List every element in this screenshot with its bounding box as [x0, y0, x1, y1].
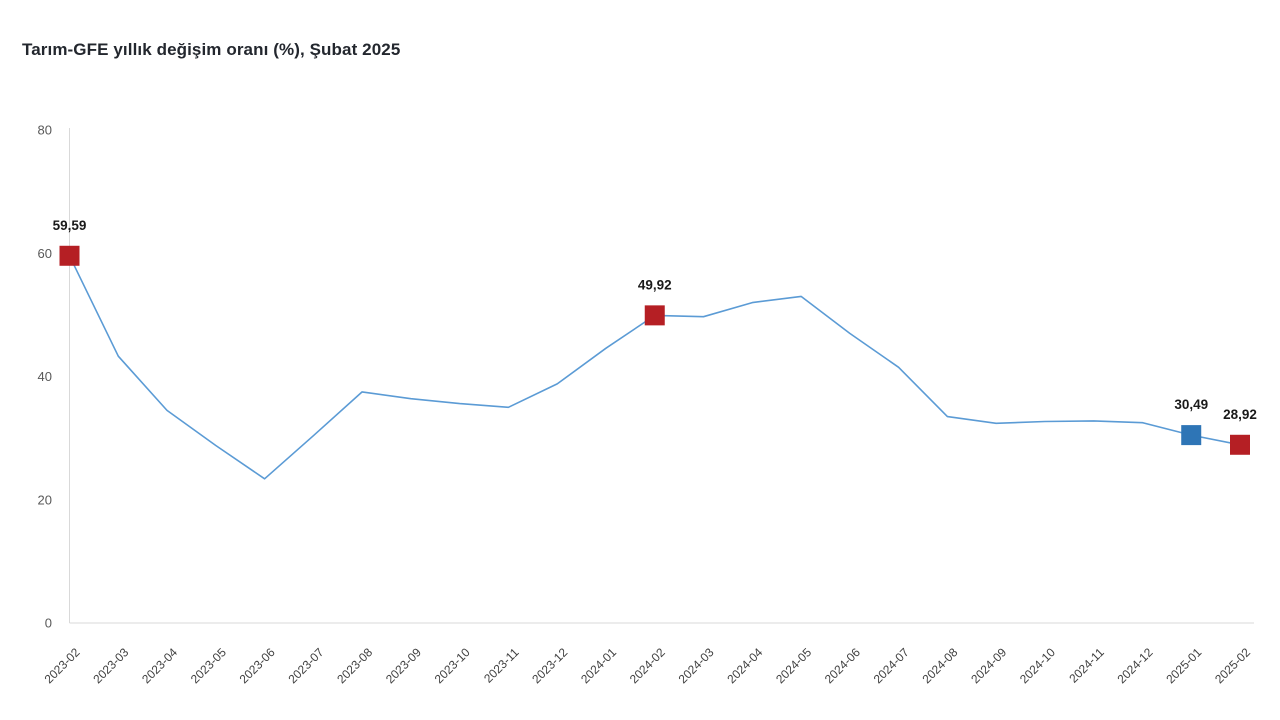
y-tick-label-60: 60 [38, 246, 52, 261]
x-tick-label-2024-02: 2024-02 [627, 645, 668, 686]
x-tick-label-2023-04: 2023-04 [139, 645, 180, 686]
x-tick-label-2023-02: 2023-02 [42, 645, 83, 686]
x-tick-label-2024-05: 2024-05 [773, 645, 814, 686]
x-tick-label-2024-01: 2024-01 [578, 645, 619, 686]
x-tick-label-2023-09: 2023-09 [383, 645, 424, 686]
x-tick-label-2024-06: 2024-06 [822, 645, 863, 686]
marker-2024-02 [644, 305, 665, 326]
marker-2025-01 [1181, 425, 1202, 446]
chart-title: Tarım-GFE yıllık değişim oranı (%), Şuba… [22, 40, 401, 59]
x-tick-label-2024-10: 2024-10 [1017, 645, 1058, 686]
x-tick-label-2024-04: 2024-04 [724, 645, 765, 686]
data-label-2023-02: 59,59 [53, 218, 87, 233]
x-tick-label-2025-02: 2025-02 [1212, 645, 1253, 686]
data-label-2024-02: 49,92 [638, 277, 672, 292]
data-label-2025-02: 28,92 [1223, 407, 1257, 422]
x-tick-label-2023-03: 2023-03 [90, 645, 131, 686]
x-tick-label-2023-12: 2023-12 [529, 645, 570, 686]
x-tick-label-2023-11: 2023-11 [481, 645, 522, 686]
y-tick-label-20: 20 [38, 492, 52, 507]
x-tick-label-2024-11: 2024-11 [1066, 645, 1107, 686]
y-tick-label-0: 0 [45, 616, 52, 631]
x-tick-label-2024-08: 2024-08 [919, 645, 960, 686]
x-tick-label-2023-08: 2023-08 [334, 645, 375, 686]
marker-2023-02 [59, 245, 80, 266]
x-tick-label-2023-07: 2023-07 [285, 645, 326, 686]
x-tick-label-2024-12: 2024-12 [1115, 645, 1156, 686]
x-tick-label-2024-03: 2024-03 [676, 645, 717, 686]
marker-2025-02 [1230, 434, 1250, 455]
y-tick-label-40: 40 [38, 369, 52, 384]
x-tick-label-2023-06: 2023-06 [237, 645, 278, 686]
x-tick-label-2025-01: 2025-01 [1163, 645, 1204, 686]
x-tick-label-2024-09: 2024-09 [968, 645, 1009, 686]
x-tick-label-2023-10: 2023-10 [432, 645, 473, 686]
y-tick-label-80: 80 [38, 123, 52, 138]
x-tick-label-2024-07: 2024-07 [871, 645, 912, 686]
x-tick-label-2023-05: 2023-05 [188, 645, 229, 686]
data-label-2025-01: 30,49 [1174, 397, 1208, 412]
